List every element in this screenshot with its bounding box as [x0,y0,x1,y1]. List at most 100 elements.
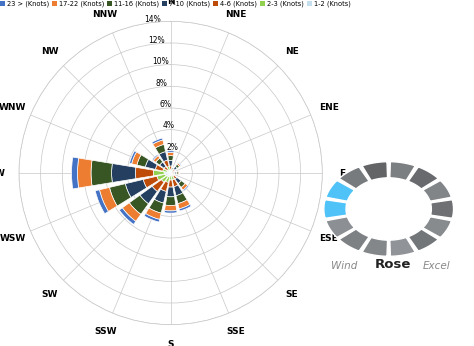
Bar [172,173,173,174]
Bar [171,172,172,173]
Bar [175,164,180,168]
Polygon shape [408,167,438,189]
Bar [153,170,164,176]
Bar [155,189,166,203]
Bar [171,172,172,173]
Bar [178,181,185,188]
Bar [172,179,178,187]
Bar [174,174,175,175]
Bar [146,159,157,170]
Bar [174,170,175,172]
Bar [162,175,168,182]
Bar [172,166,174,168]
Bar [163,169,168,172]
Bar [172,174,173,176]
Bar [176,172,178,174]
Bar [171,171,172,172]
Bar [172,168,173,170]
Bar [170,169,171,171]
Bar [129,151,137,164]
Bar [72,157,79,189]
Bar [137,155,148,167]
Bar [173,171,175,172]
Bar [171,169,173,171]
Bar [170,166,172,169]
Bar [164,166,168,171]
Bar [172,169,174,171]
Bar [140,186,157,204]
Legend: 23 > (Knots), 17-22 (Knots), 11-16 (Knots), 7-10 (Knots), 4-6 (Knots), 2-3 (Knot: 23 > (Knots), 17-22 (Knots), 11-16 (Knot… [0,0,352,8]
Bar [164,160,169,167]
Polygon shape [362,237,388,256]
Polygon shape [408,229,438,251]
Bar [172,167,174,169]
Bar [122,203,141,221]
Bar [170,173,171,176]
Bar [179,204,191,211]
Bar [174,185,183,196]
Bar [167,173,171,176]
Bar [119,208,136,225]
Bar [155,144,165,154]
Bar [144,213,160,222]
Bar [95,190,109,214]
Bar [167,187,174,197]
Bar [167,170,170,172]
Bar [129,195,148,214]
Bar [132,152,141,165]
Bar [175,170,176,172]
Bar [167,166,170,171]
Bar [172,173,173,174]
Bar [146,208,161,219]
Bar [155,165,164,171]
Polygon shape [423,217,452,237]
Bar [159,152,168,162]
Bar [171,175,174,180]
Bar [170,176,172,180]
Bar [178,162,182,166]
Bar [173,175,177,179]
Bar [152,180,164,191]
Bar [171,171,173,172]
Text: Rose: Rose [375,258,411,271]
Polygon shape [324,200,347,218]
Bar [181,183,188,190]
Bar [169,172,171,173]
Bar [169,173,171,177]
Polygon shape [339,167,369,189]
Bar [165,197,176,206]
Polygon shape [326,217,355,237]
Polygon shape [326,181,355,201]
Bar [179,172,180,174]
Bar [160,162,166,168]
Bar [149,199,164,213]
Bar [169,170,171,173]
Bar [171,173,172,176]
Bar [167,171,171,173]
Bar [161,181,168,191]
Bar [167,153,174,156]
Bar [167,151,174,153]
Polygon shape [339,229,369,251]
Bar [168,156,173,161]
Bar [136,167,154,179]
Bar [173,174,174,175]
Bar [152,155,158,161]
Polygon shape [390,237,415,256]
Bar [169,161,173,166]
Polygon shape [390,162,415,181]
Bar [174,172,176,174]
Polygon shape [362,162,388,181]
Bar [173,172,174,174]
Bar [168,180,173,187]
Bar [170,171,171,173]
Bar [173,166,177,170]
Polygon shape [430,200,454,218]
Bar [175,177,181,183]
Bar [164,205,177,211]
Bar [171,173,172,174]
Bar [178,200,190,209]
Text: Excel: Excel [423,261,450,271]
Bar [152,138,163,144]
Bar [164,172,171,174]
